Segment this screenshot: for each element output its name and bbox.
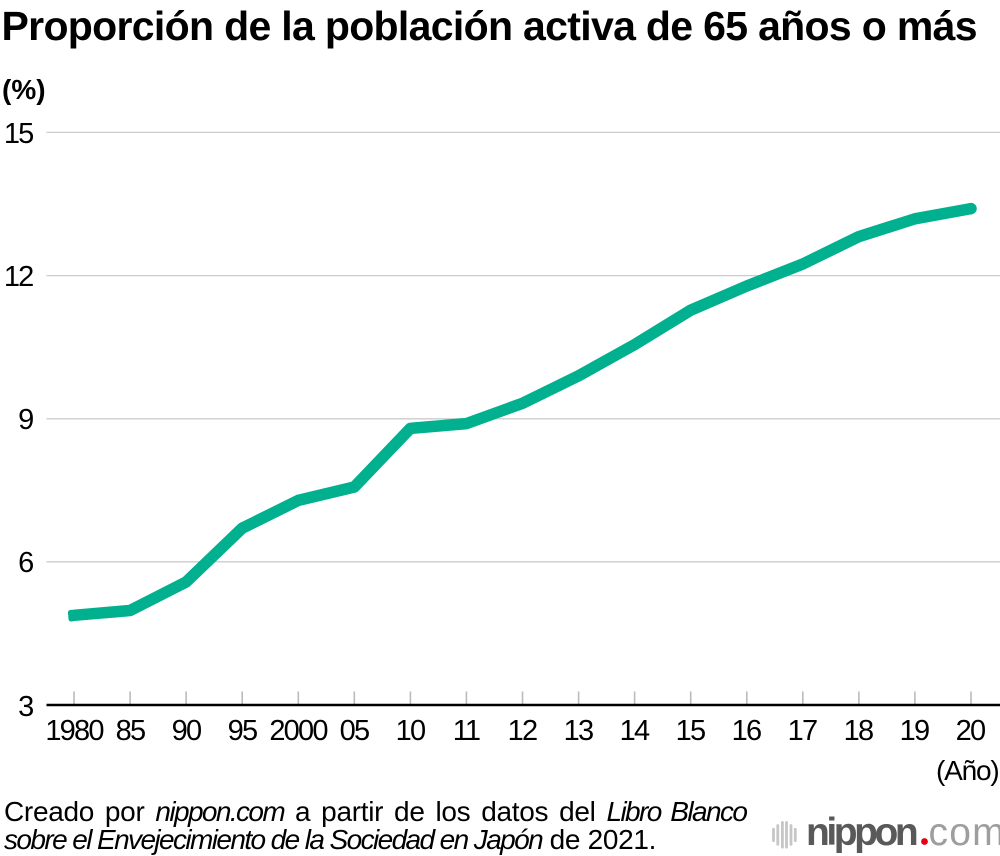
svg-text:com: com	[929, 812, 1000, 854]
svg-text:nippon: nippon	[806, 812, 917, 854]
